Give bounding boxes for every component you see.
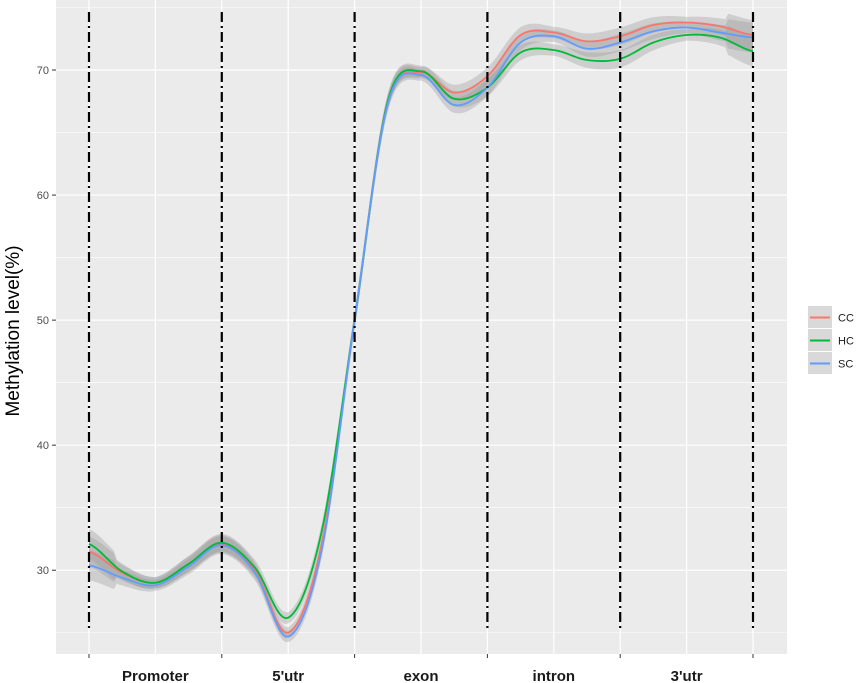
y-axis-title: Methylation level(%) — [3, 245, 24, 416]
y-axis: 30 40 50 60 70 — [37, 65, 56, 577]
series-line-hc — [88, 33, 754, 620]
x-category-label: intron — [533, 668, 576, 683]
x-category-label: exon — [403, 668, 438, 683]
x-category-label: Promoter — [122, 668, 189, 683]
x-category-label: 5'utr — [272, 668, 304, 683]
confidence-bands — [89, 13, 753, 643]
y-tick-label: 60 — [37, 190, 49, 202]
x-category-label: 3'utr — [671, 668, 703, 683]
y-tick-label: 50 — [37, 315, 49, 327]
legend-label-hc: HC — [838, 336, 854, 348]
y-tick-label: 40 — [37, 440, 49, 452]
series-line-sc — [88, 26, 754, 638]
region-boundaries — [87, 12, 755, 632]
x-axis: Promoter 5'utr exon intron 3'utr — [88, 654, 754, 683]
series-lines — [88, 21, 754, 638]
legend: CC HC SC — [808, 306, 854, 374]
legend-label-sc: SC — [838, 359, 853, 371]
legend-label-cc: CC — [838, 313, 854, 325]
confidence-band-sc — [89, 19, 753, 643]
y-tick-label: 70 — [37, 65, 49, 77]
y-tick-label: 30 — [37, 565, 49, 577]
